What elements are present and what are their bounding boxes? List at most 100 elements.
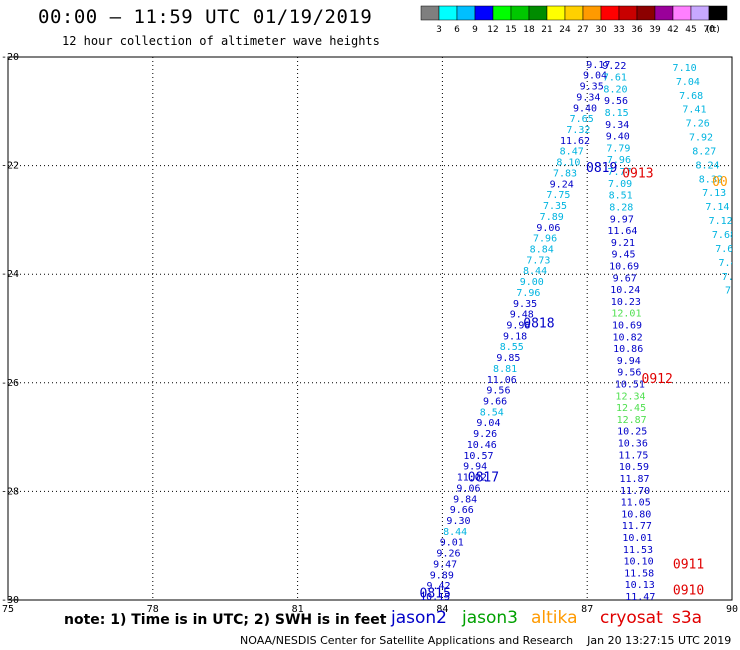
legend-jason2: jason2 — [391, 608, 447, 628]
colorbar-label: 24 — [559, 25, 571, 35]
swh-value: 10.69 — [612, 321, 642, 332]
y-tick-label: -22 — [1, 161, 19, 172]
swh-value: 9.06 — [456, 483, 480, 494]
pass-time-label: 0913 — [622, 167, 653, 182]
swh-value: 9.04 — [583, 71, 607, 82]
swh-value: 7.96 — [607, 155, 631, 166]
swh-value: 7.41 — [682, 105, 706, 116]
swh-value: 10.86 — [613, 344, 643, 355]
swh-value: 8.79 — [732, 314, 740, 325]
swh-value: 8.24 — [696, 160, 720, 171]
x-tick-label: 78 — [147, 604, 159, 615]
swh-value: 7.68 — [712, 230, 736, 241]
swh-value: 7.79 — [606, 143, 630, 154]
swh-value: 8.15 — [605, 108, 629, 119]
map-frame — [7, 56, 733, 601]
swh-value: 10.25 — [617, 427, 647, 438]
pass-time-label: 0912 — [642, 372, 673, 387]
swh-value: 7.92 — [689, 133, 713, 144]
pass-time-label: 0910 — [673, 584, 704, 599]
colorbar-unit: (ft) — [706, 25, 720, 35]
swh-value: 9.04 — [476, 418, 500, 429]
swh-value: 7.75 — [546, 190, 570, 201]
colorbar-swatch — [654, 5, 674, 21]
swh-value: 7.77 — [607, 167, 631, 178]
pass-time-label: 0818 — [523, 316, 554, 331]
swh-value: 10.57 — [463, 451, 493, 462]
swh-value: 11.02 — [457, 473, 487, 484]
swh-value: 7.41 — [718, 258, 740, 269]
swh-value: 8.84 — [530, 244, 554, 255]
swh-value: 10.10 — [624, 557, 654, 568]
x-tick-label: 84 — [436, 604, 448, 615]
colorbar-swatch — [690, 5, 710, 21]
swh-value: 9.94 — [463, 462, 487, 473]
swh-value: 7.61 — [602, 49, 626, 60]
swh-value: 9.22 — [602, 61, 626, 72]
swh-value: 7.63 — [725, 286, 740, 297]
swh-value: 10.69 — [609, 261, 639, 272]
swh-value: 9.34 — [605, 120, 629, 131]
swh-value: 9.17 — [586, 60, 610, 71]
swh-value: 9.98 — [506, 321, 530, 332]
colorbar-swatch — [492, 5, 512, 21]
colorbar-swatch — [708, 5, 728, 21]
swh-value: 9.35 — [513, 299, 537, 310]
legend-s3a: s3a — [672, 608, 703, 628]
swh-value: 7.83 — [553, 168, 577, 179]
x-tick-label: 90 — [726, 604, 738, 615]
swh-value: 9.21 — [611, 238, 635, 249]
swh-value: 9.42 — [426, 581, 450, 592]
swh-value: 8.70 — [590, 49, 614, 60]
footer-credit: NOAA/NESDIS Center for Satellite Applica… — [240, 634, 732, 647]
swh-value: 8.44 — [523, 266, 547, 277]
swh-value: 9.48 — [510, 310, 534, 321]
colorbar-label: 30 — [595, 25, 607, 35]
swh-value: 9.56 — [604, 96, 628, 107]
swh-value: 7.10 — [673, 63, 697, 74]
swh-value: 9.34 — [576, 92, 600, 103]
swh-value: 8.54 — [480, 407, 504, 418]
swh-value: 8.47 — [560, 147, 584, 158]
swh-value: 11.06 — [487, 375, 517, 386]
y-tick-label: -26 — [1, 378, 19, 389]
colorbar-label: 21 — [541, 25, 552, 35]
y-tick-label: -28 — [1, 486, 19, 497]
swh-value: 11.70 — [620, 486, 650, 497]
swh-value: 9.84 — [453, 494, 477, 505]
swh-value: 10.80 — [621, 509, 651, 520]
x-tick-label: 87 — [581, 604, 593, 615]
swh-value: 10.36 — [618, 439, 648, 450]
chart-subtitle: 12 hour collection of altimeter wave hei… — [62, 34, 380, 48]
swh-value: 7.35 — [543, 201, 567, 212]
colorbar-swatch — [636, 5, 656, 21]
swh-value: 12.01 — [611, 309, 641, 320]
pass-time-label: 0819 — [586, 161, 617, 176]
swh-value: 7.26 — [686, 119, 710, 130]
swh-value: 7.04 — [676, 77, 700, 88]
colorbar-label: 27 — [577, 25, 588, 35]
swh-value: 8.32 — [699, 174, 723, 185]
colorbar-swatch — [546, 5, 566, 21]
colorbar-swatch — [672, 5, 692, 21]
swh-value: 9.89 — [430, 570, 454, 581]
swh-value: 9.06 — [536, 223, 560, 234]
swh-value: 10.51 — [615, 380, 645, 391]
swh-value: 12.87 — [617, 415, 647, 426]
colorbar-label: 12 — [487, 25, 498, 35]
swh-value: 11.64 — [607, 226, 637, 237]
swh-value: 7.32 — [566, 125, 590, 136]
swh-value: 9.35 — [580, 82, 604, 93]
swh-value: 9.66 — [450, 505, 474, 516]
legend-altika: altika — [531, 608, 578, 628]
swh-value: 10.24 — [610, 285, 640, 296]
swh-value: 7.67 — [715, 244, 739, 255]
swh-value: 10.59 — [619, 462, 649, 473]
pass-time-label: 0815 — [420, 586, 451, 601]
colorbar-label: 18 — [523, 25, 535, 35]
swh-value: 8.20 — [603, 84, 627, 95]
swh-value: 9.26 — [473, 429, 497, 440]
swh-value: 10.82 — [613, 332, 643, 343]
colorbar-label: 39 — [649, 25, 661, 35]
swh-value: 7.14 — [705, 202, 729, 213]
